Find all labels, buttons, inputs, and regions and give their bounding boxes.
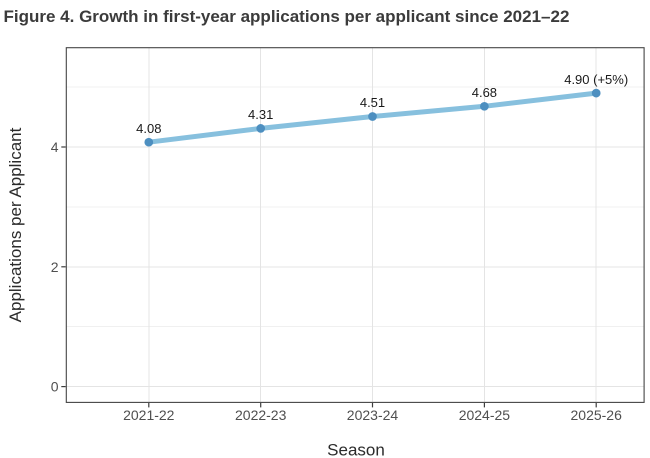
svg-text:2021-22: 2021-22 — [123, 407, 175, 423]
svg-text:Applications per Applicant: Applications per Applicant — [6, 127, 25, 322]
svg-text:4.31: 4.31 — [248, 107, 273, 122]
svg-text:4.08: 4.08 — [136, 121, 161, 136]
svg-text:2022-23: 2022-23 — [235, 407, 287, 423]
svg-text:4.90 (+5%): 4.90 (+5%) — [564, 72, 628, 87]
svg-text:2023-24: 2023-24 — [347, 407, 399, 423]
svg-text:4: 4 — [51, 139, 59, 155]
svg-text:2: 2 — [51, 259, 59, 275]
svg-text:Figure 4. Growth in first-year: Figure 4. Growth in first-year applicati… — [4, 7, 570, 26]
svg-text:0: 0 — [51, 379, 59, 395]
svg-text:4.68: 4.68 — [472, 85, 497, 100]
svg-text:2024-25: 2024-25 — [459, 407, 511, 423]
svg-text:2025-26: 2025-26 — [571, 407, 623, 423]
svg-text:4.51: 4.51 — [360, 95, 385, 110]
svg-text:Season: Season — [327, 441, 385, 458]
